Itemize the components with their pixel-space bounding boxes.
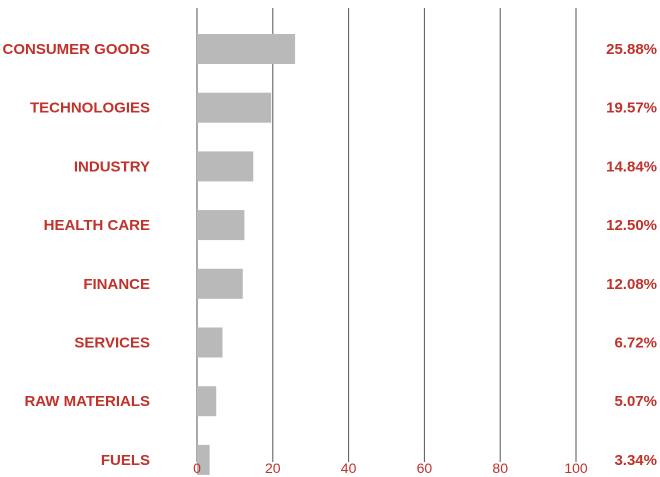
gridlines <box>196 8 577 462</box>
category-label: RAW MATERIALS <box>24 393 150 410</box>
category-label: HEALTH CARE <box>44 217 150 234</box>
x-tick-label: 60 <box>417 460 433 476</box>
bar <box>197 34 296 64</box>
category-label: TECHNOLOGIES <box>30 100 150 117</box>
value-label: 19.57% <box>606 100 657 117</box>
category-label: CONSUMER GOODS <box>2 41 150 58</box>
bar <box>197 92 272 123</box>
value-label: 6.72% <box>614 335 657 352</box>
x-axis-tick-labels: 0 20 40 60 80 100 <box>193 460 588 476</box>
value-label: 5.07% <box>614 393 657 410</box>
value-label: 12.08% <box>606 276 657 293</box>
bar <box>197 327 223 358</box>
bar <box>197 386 217 417</box>
bars <box>197 34 296 475</box>
value-labels: 25.88% 19.57% 14.84% 12.50% 12.08% 6.72% 5.07%… <box>606 41 657 469</box>
value-label: 25.88% <box>606 41 657 58</box>
category-labels: CONSUMER GOODS TECHNOLOGIES INDUSTRY HEALTH… <box>2 41 150 469</box>
x-tick-label: 0 <box>193 460 201 476</box>
category-label: FINANCE <box>83 276 150 293</box>
x-tick-label: 100 <box>564 460 588 476</box>
category-label: FUELS <box>101 452 150 469</box>
category-label: INDUSTRY <box>74 158 150 175</box>
bar <box>197 444 210 475</box>
x-tick-label: 80 <box>492 460 508 476</box>
bar <box>197 210 245 241</box>
value-label: 14.84% <box>606 158 657 175</box>
x-tick-label: 40 <box>341 460 357 476</box>
bar <box>197 151 254 182</box>
value-label: 3.34% <box>614 452 657 469</box>
bar <box>197 268 243 299</box>
value-label: 12.50% <box>606 217 657 234</box>
x-tick-label: 20 <box>265 460 281 476</box>
category-label: SERVICES <box>74 335 150 352</box>
